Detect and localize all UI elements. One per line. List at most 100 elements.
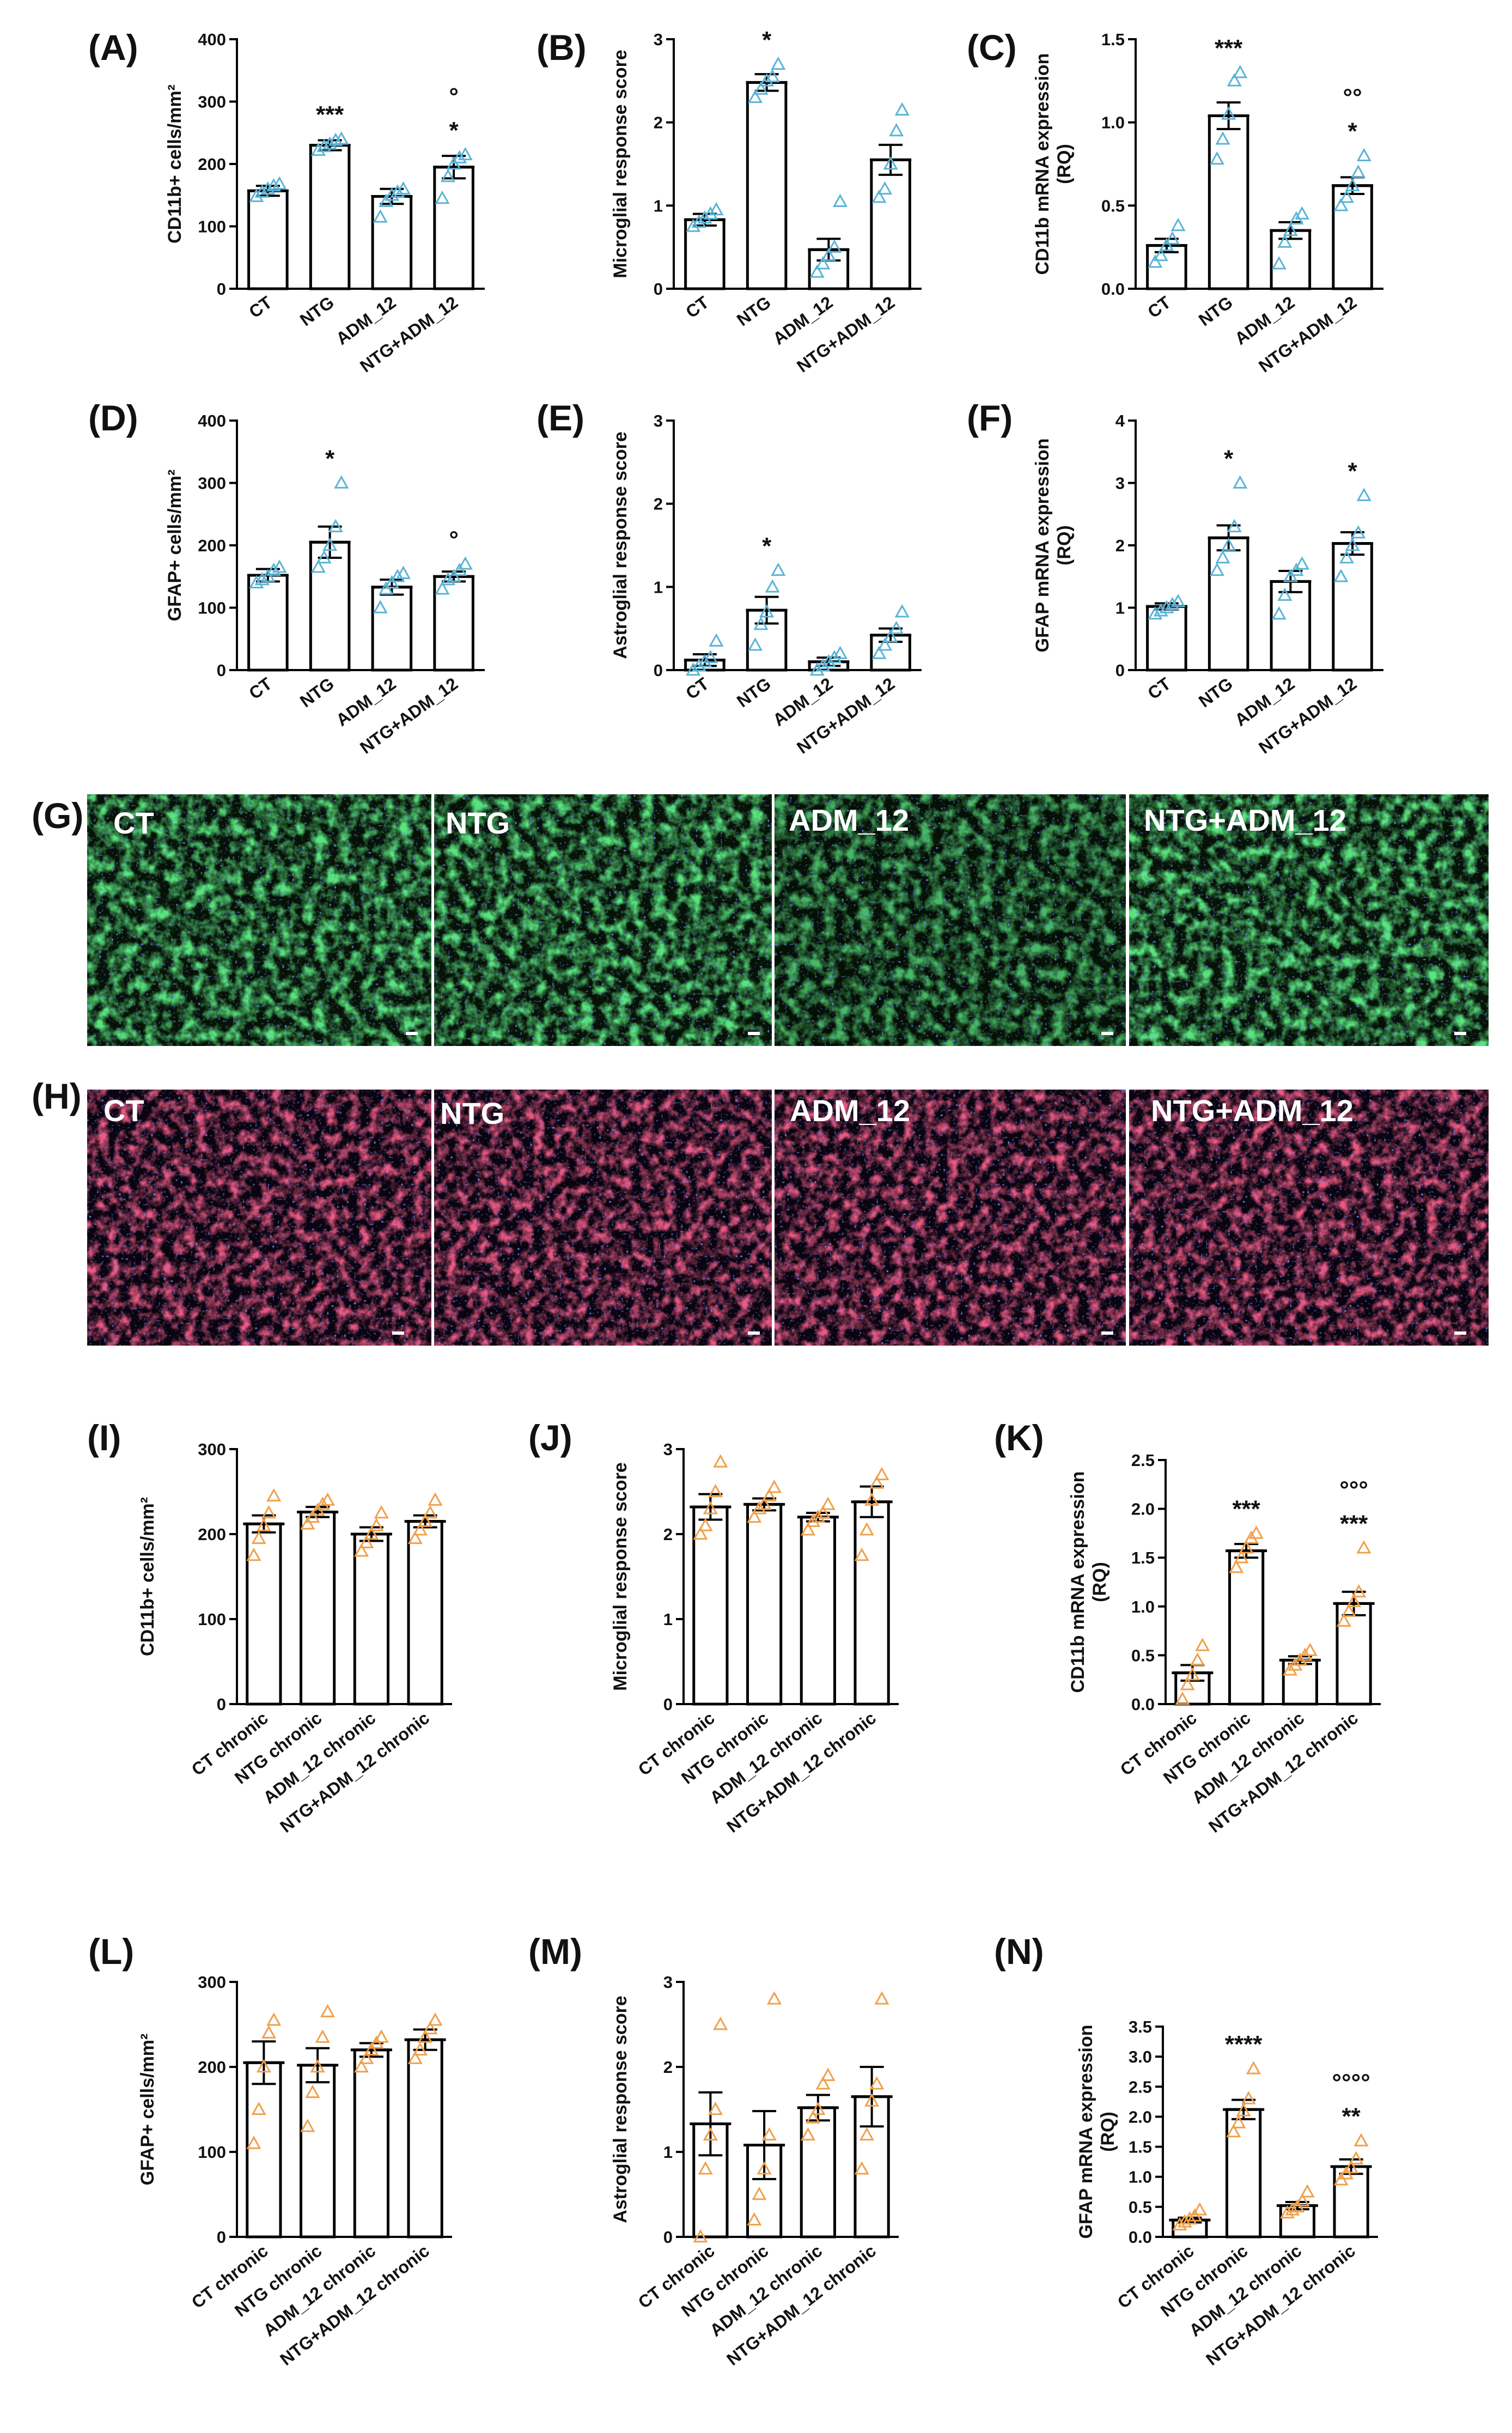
- panel-letter-l: (L): [88, 1931, 134, 1972]
- data-point: [1221, 537, 1236, 551]
- micrograph-g-ntg-adm12: [1129, 794, 1489, 1046]
- data-point: [310, 142, 326, 156]
- bar: [407, 2038, 443, 2239]
- data-point: [709, 202, 724, 216]
- data-point: [423, 1505, 438, 1519]
- data-point: [713, 1454, 728, 1468]
- y-tick-label: 2: [654, 495, 663, 514]
- y-axis-title: Microglial response score: [610, 50, 631, 278]
- category-label: NTG: [1195, 293, 1236, 330]
- micrograph-g-ntg: [434, 794, 772, 1046]
- data-point: [1153, 247, 1168, 261]
- data-point: [1192, 2202, 1208, 2216]
- data-point: [254, 184, 270, 198]
- data-point: [1215, 131, 1230, 145]
- data-point: [1346, 1593, 1362, 1608]
- y-tick-label: 0.0: [1101, 279, 1125, 299]
- bar: [1228, 1549, 1265, 1706]
- data-point: [1248, 1525, 1264, 1539]
- panel-letter-c: (C): [967, 27, 1017, 68]
- bar: [692, 1505, 729, 1706]
- bar: [1270, 580, 1312, 672]
- panel-letter-m: (M): [528, 1931, 582, 1972]
- data-point: [806, 1513, 821, 1527]
- y-tick-label: 1: [654, 577, 663, 597]
- bar: [246, 1522, 282, 1706]
- micrograph-h-ct: [87, 1090, 431, 1346]
- data-point: [1354, 2133, 1369, 2146]
- data-point: [761, 1488, 777, 1502]
- bar: [800, 2106, 836, 2239]
- y-tick-label: 2.5: [1131, 1451, 1155, 1470]
- panel-letter-a: (A): [88, 27, 138, 68]
- data-point: [305, 2084, 320, 2099]
- y-tick-label: 1: [663, 1610, 673, 1629]
- data-point: [864, 1492, 880, 1506]
- y-tick-label: 0: [1115, 661, 1125, 680]
- panel-letter-n: (N): [994, 1931, 1044, 1972]
- y-tick-label: 1.0: [1129, 2168, 1152, 2187]
- data-point: [1170, 593, 1186, 607]
- y-tick-label: 1.5: [1131, 1548, 1155, 1567]
- data-point: [871, 189, 887, 203]
- data-point: [698, 2161, 713, 2175]
- data-point: [747, 1509, 762, 1523]
- data-point: [1356, 148, 1371, 162]
- data-point: [1289, 562, 1304, 576]
- data-point: [1333, 198, 1349, 211]
- data-point: [703, 206, 718, 220]
- data-point: [390, 569, 405, 582]
- y-tick-label: 0: [654, 661, 663, 680]
- y-tick-label: 0.0: [1131, 1695, 1155, 1714]
- y-axis-title: Microglial response score: [610, 1462, 631, 1691]
- data-point: [766, 1991, 782, 2005]
- data-point: [820, 2067, 836, 2081]
- data-point: [691, 658, 706, 672]
- bar: [746, 1503, 783, 1706]
- data-point: [1277, 587, 1292, 601]
- data-point: [384, 187, 399, 201]
- data-point: [384, 575, 399, 588]
- bar: [800, 1516, 836, 1706]
- data-point: [1294, 556, 1310, 570]
- bar: [1146, 605, 1187, 672]
- data-point: [752, 1501, 767, 1514]
- data-point: [1209, 562, 1225, 576]
- data-point: [1246, 2061, 1261, 2075]
- micrograph-label-g-adm12: ADM_12: [789, 803, 909, 837]
- data-point: [334, 475, 349, 489]
- data-point: [747, 89, 763, 104]
- significance-mark: ***: [1232, 1495, 1260, 1522]
- data-point: [266, 1488, 282, 1502]
- category-label: NTG: [733, 674, 775, 711]
- y-axis-title: CD11b mRNA expression(RQ): [1032, 53, 1075, 275]
- data-point: [412, 1522, 428, 1536]
- data-point: [374, 1505, 389, 1519]
- data-point: [697, 210, 712, 224]
- y-axis-title: Astroglial response score: [610, 431, 631, 659]
- data-point: [894, 604, 910, 618]
- data-point: [1345, 537, 1360, 551]
- y-tick-label: 300: [198, 93, 226, 112]
- data-point: [249, 575, 264, 588]
- data-point: [1294, 206, 1310, 220]
- y-tick-label: 4: [1115, 411, 1125, 430]
- data-point: [412, 2042, 428, 2056]
- category-label: NTG: [296, 674, 338, 711]
- data-point: [300, 2119, 315, 2132]
- y-axis-title: GFAP+ cells/mm²: [164, 470, 185, 622]
- bar: [853, 1500, 890, 1706]
- data-point: [1227, 519, 1242, 532]
- data-point: [353, 1543, 369, 1557]
- y-tick-label: 3.0: [1129, 2047, 1152, 2066]
- y-axis-title: Astroglial response score: [610, 1996, 631, 2223]
- data-point: [322, 136, 338, 150]
- data-point: [1239, 1540, 1254, 1554]
- data-point: [820, 1497, 836, 1510]
- significance-mark: °: [449, 526, 459, 553]
- data-point: [1339, 189, 1355, 203]
- data-point: [428, 1492, 443, 1506]
